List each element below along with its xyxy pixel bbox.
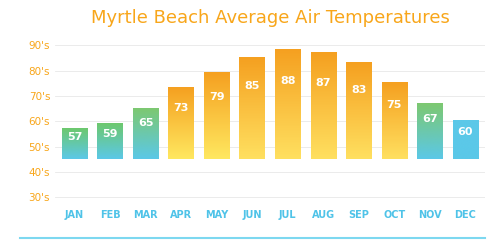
Text: 75: 75 xyxy=(386,100,402,110)
Text: 59: 59 xyxy=(102,129,118,139)
Text: 88: 88 xyxy=(280,76,295,86)
Text: 85: 85 xyxy=(244,81,260,91)
Text: 87: 87 xyxy=(316,78,331,88)
Text: 83: 83 xyxy=(351,85,366,95)
Text: 65: 65 xyxy=(138,118,154,128)
Text: 67: 67 xyxy=(422,114,438,124)
Text: 57: 57 xyxy=(67,132,82,142)
Text: 60: 60 xyxy=(458,127,473,137)
Title: Myrtle Beach Average Air Temperatures: Myrtle Beach Average Air Temperatures xyxy=(90,9,450,27)
Text: 79: 79 xyxy=(209,92,224,102)
Text: 73: 73 xyxy=(174,103,189,113)
